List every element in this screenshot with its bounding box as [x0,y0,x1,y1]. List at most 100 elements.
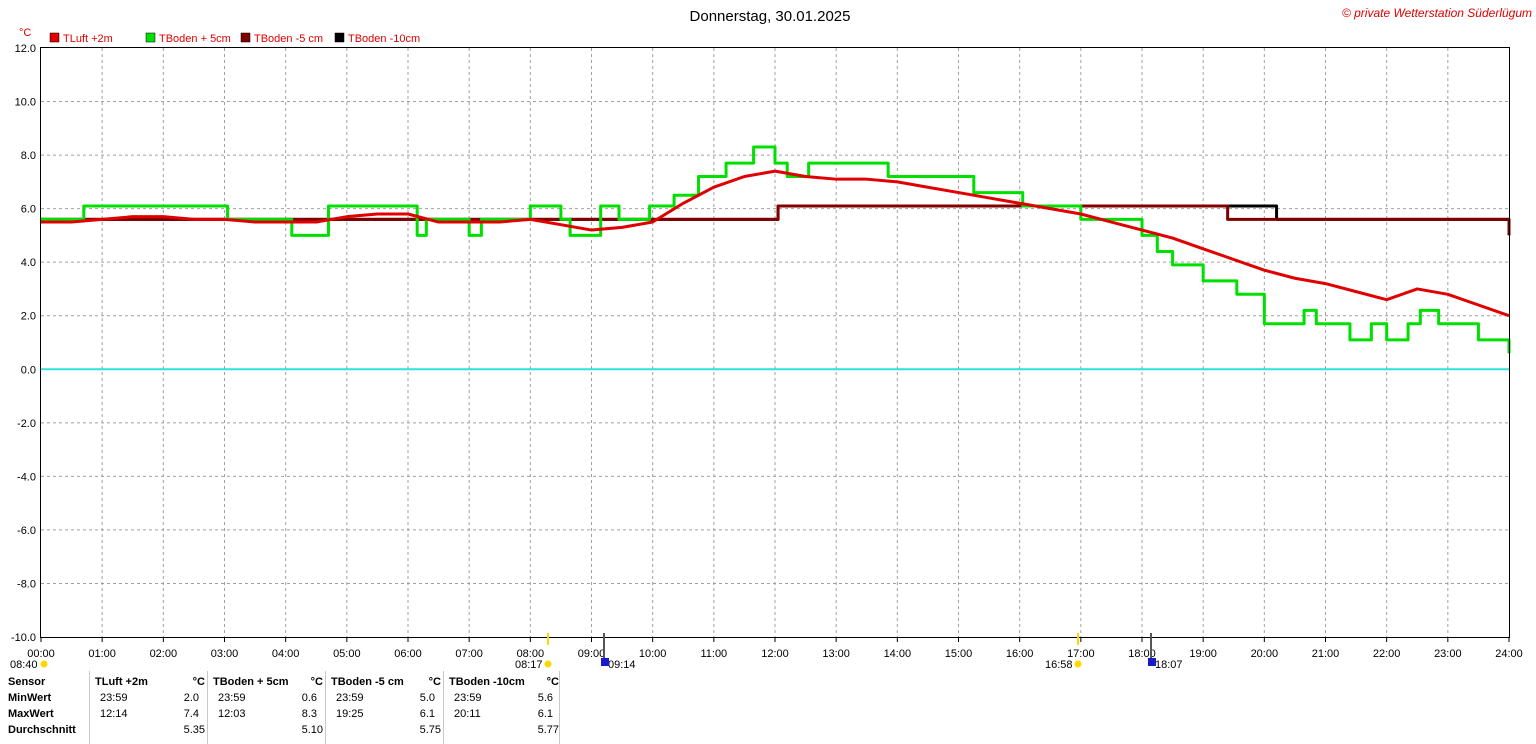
legend-label: TBoden -10cm [348,33,420,45]
legend-label: TBoden + 5cm [159,33,231,45]
plot-frame [40,47,1510,638]
table-row-label: MinWert [8,692,52,704]
marker-time-label: 08:40 [10,659,38,671]
chart-title: Donnerstag, 30.01.2025 [690,8,851,25]
x-tick-label: 01:00 [88,648,116,660]
x-tick-label: 12:00 [761,648,789,660]
y-tick-label: 12.0 [15,43,36,55]
legend-swatch [145,32,156,43]
table-column-unit: °C [192,676,205,688]
table-min-value: 0.6 [301,692,317,704]
y-tick-label: 2.0 [21,311,36,323]
table-divider [325,671,326,744]
sun-moon-markers: 08:40 08:17 09:14 16:58 18:07 [10,633,1183,671]
legend-swatch [240,32,251,43]
y-tick-label: -4.0 [17,471,36,483]
x-tick-label: 17:00 [1067,648,1095,660]
y-tick-label: -6.0 [17,525,36,537]
table-max-value: 8.3 [301,708,317,720]
sun-icon [1074,660,1082,668]
x-tick-label: 00:00 [27,648,55,660]
table-max-time: 12:03 [218,708,246,720]
table-row-label: MaxWert [8,708,54,720]
x-tick-label: 03:00 [211,648,239,660]
moon-icon [601,658,609,666]
x-tick-label: 09:00 [578,648,606,660]
x-tick-label: 08:00 [517,648,545,660]
x-tick-label: 18:00 [1128,648,1156,660]
legend-swatch [334,32,345,43]
y-tick-label: -8.0 [17,578,36,590]
x-tick-label: 14:00 [884,648,912,660]
moon-icon [1148,658,1156,666]
table-column-unit: °C [428,676,441,688]
marker-time-label: 16:58 [1045,659,1073,671]
table-divider [89,671,90,744]
table-min-time: 23:59 [336,692,364,704]
series-lines [41,145,1511,354]
sun-icon [544,660,552,668]
table-header-sensor: Sensor [8,676,46,688]
table-max-time: 12:14 [100,708,128,720]
y-tick-label: 0.0 [21,364,36,376]
unit-label: °C [19,27,31,39]
marker-time-label: 09:14 [608,659,636,671]
table-column-unit: °C [310,676,323,688]
table-max-time: 19:25 [336,708,364,720]
legend-swatch [49,32,60,43]
table-min-time: 23:59 [100,692,128,704]
x-tick-label: 10:00 [639,648,667,660]
table-max-value: 7.4 [183,708,199,720]
x-tick-label: 05:00 [333,648,361,660]
table-min-time: 23:59 [218,692,246,704]
table-avg-value: 5.10 [301,724,323,736]
table-max-value: 6.1 [419,708,435,720]
table-max-value: 6.1 [537,708,553,720]
x-tick-label: 11:00 [700,648,727,660]
x-tick-label: 24:00 [1495,648,1523,660]
table-avg-value: 5.77 [537,724,559,736]
x-axis-ticks: 00:00 01:00 02:00 03:00 04:00 05:00 06:00 07:00… [27,637,1523,660]
series-line [41,204,1511,236]
table-divider [443,671,444,744]
legend-label: TLuft +2m [63,33,113,45]
table-min-value: 2.0 [183,692,199,704]
y-axis-ticks: 12.0 10.0 8.0 6.0 4.0 2.0 0.0 -2.0 -4.0 -6.0 -8.0 -… [11,43,36,644]
x-tick-label: 13:00 [822,648,850,660]
marker-time-label: 18:07 [1155,659,1183,671]
table-row-label: Durchschnitt [8,724,76,736]
y-tick-label: 8.0 [21,150,36,162]
x-tick-label: 15:00 [945,648,973,660]
y-tick-label: 10.0 [15,97,36,109]
x-tick-label: 22:00 [1373,648,1401,660]
x-tick-label: 16:00 [1006,648,1034,660]
table-max-time: 20:11 [454,708,481,720]
series-line [41,169,1510,318]
table-column-header: TLuft +2m [95,676,148,688]
table-avg-value: 5.75 [419,724,441,736]
legend-label: TBoden -5 cm [254,33,323,45]
y-tick-label: -2.0 [17,418,36,430]
x-tick-label: 06:00 [394,648,422,660]
marker-time-label: 08:17 [515,659,543,671]
table-column-header: TBoden + 5cm [213,676,289,688]
sun-icon [40,660,48,668]
grid [41,48,1509,637]
table-min-value: 5.6 [537,692,553,704]
x-tick-label: 04:00 [272,648,300,660]
table-divider [559,671,560,744]
table-column-unit: °C [546,676,559,688]
table-column-header: TBoden -10cm [449,676,525,688]
table-min-value: 5.0 [419,692,435,704]
table-avg-value: 5.35 [183,724,205,736]
y-tick-label: -10.0 [11,632,36,644]
series-line [41,145,1511,354]
x-tick-label: 19:00 [1189,648,1217,660]
table-divider [207,671,208,744]
copyright-label: © private Wetterstation Süderlügum [1342,6,1532,20]
table-min-time: 23:59 [454,692,482,704]
x-tick-label: 07:00 [455,648,483,660]
table-column-header: TBoden -5 cm [331,676,404,688]
x-tick-label: 02:00 [150,648,178,660]
